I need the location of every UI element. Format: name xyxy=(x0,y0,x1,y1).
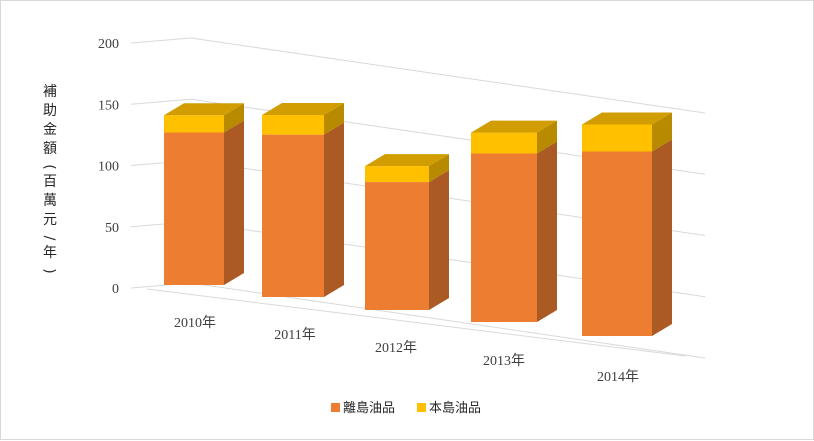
x-tick-label: 2013年 xyxy=(483,353,525,369)
bar-top xyxy=(582,112,672,125)
bar-offshore xyxy=(582,151,652,336)
bar-side xyxy=(652,112,672,152)
x-tick-label: 2012年 xyxy=(375,340,417,356)
bar-mainland xyxy=(164,115,224,133)
x-tick-label: 2011年 xyxy=(274,327,315,343)
y-label-char: 年 xyxy=(43,245,57,261)
bar-top xyxy=(365,154,449,167)
bar-side xyxy=(324,122,344,297)
bars xyxy=(164,102,672,336)
bar-side xyxy=(224,103,244,133)
x-tick-label: 2010年 xyxy=(174,315,216,331)
y-tick-label: 200 xyxy=(98,37,119,52)
y-label-char: ) xyxy=(41,268,57,273)
bar-top xyxy=(164,103,244,116)
bar-offshore xyxy=(471,153,537,322)
y-label-char: 額 xyxy=(43,141,57,157)
bar-side xyxy=(537,141,557,322)
y-label-char: 元 xyxy=(43,212,57,228)
legend: 離島油品 本島油品 xyxy=(331,401,481,416)
bar-stack xyxy=(582,112,672,336)
gridline-left xyxy=(130,37,192,44)
y-tick-label: 50 xyxy=(105,221,119,236)
gridline-left xyxy=(130,98,192,105)
y-label-char: 萬 xyxy=(43,193,57,209)
bar-side xyxy=(537,120,557,154)
bar-side xyxy=(224,120,244,285)
bar-mainland xyxy=(471,132,537,154)
y-label-char: ( xyxy=(41,164,57,169)
y-tick-label: 0 xyxy=(112,282,119,297)
bar-side xyxy=(429,154,449,183)
bar-stack xyxy=(365,154,449,310)
bar-offshore xyxy=(262,134,324,297)
x-axis-ticks: 2010年 2011年 2012年 2013年 2014年 xyxy=(174,315,639,385)
bar-offshore xyxy=(164,132,224,285)
bar-stack xyxy=(471,120,557,322)
bar-mainland xyxy=(365,166,429,183)
legend-swatch xyxy=(331,403,340,412)
bar-side xyxy=(429,170,449,310)
bar-stack xyxy=(164,103,244,285)
y-axis-ticks: 0 50 100 150 200 xyxy=(98,37,119,297)
floor-line xyxy=(146,288,686,357)
y-tick-label: 100 xyxy=(98,160,119,175)
gridline xyxy=(190,37,706,114)
bar-side xyxy=(324,102,344,135)
y-label-char: 百 xyxy=(43,174,57,190)
bar-mainland xyxy=(582,124,652,152)
legend-label: 本島油品 xyxy=(429,401,481,416)
legend-label: 離島油品 xyxy=(343,401,395,416)
bar-top xyxy=(262,102,344,115)
bar-side xyxy=(652,139,672,336)
legend-swatch xyxy=(417,403,426,412)
bar-stack xyxy=(262,102,344,297)
y-label-char: 補 xyxy=(43,84,57,100)
bar-mainland xyxy=(262,114,324,135)
y-label-char: 助 xyxy=(43,103,57,119)
y-tick-label: 150 xyxy=(98,98,119,113)
x-tick-label: 2014年 xyxy=(597,369,639,385)
y-label-char: 金 xyxy=(43,122,57,138)
y-label-char: / xyxy=(41,236,57,241)
bar-offshore xyxy=(365,182,429,310)
bar-top xyxy=(471,120,557,133)
